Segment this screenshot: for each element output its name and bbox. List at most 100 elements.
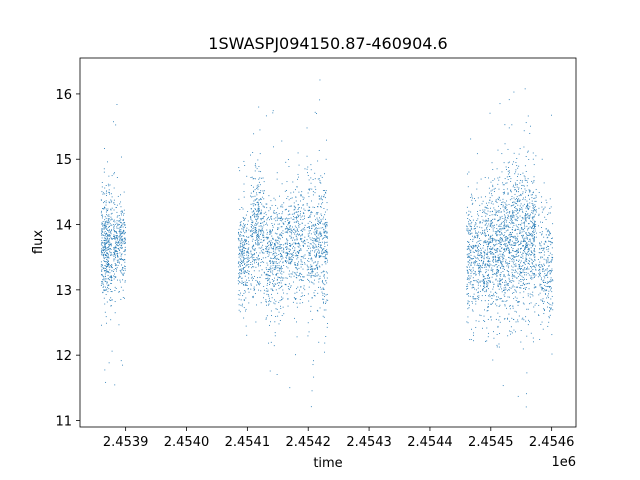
- data-point: [257, 201, 259, 203]
- data-point: [548, 234, 550, 236]
- data-point: [275, 266, 277, 268]
- data-point: [479, 255, 480, 257]
- data-point: [497, 285, 499, 287]
- data-point: [290, 230, 292, 231]
- data-point: [467, 293, 468, 295]
- data-point: [275, 205, 277, 206]
- data-point: [118, 224, 120, 226]
- data-point: [533, 164, 535, 166]
- data-point: [256, 230, 257, 232]
- data-point: [312, 282, 314, 284]
- data-point: [549, 304, 551, 306]
- data-point: [517, 227, 519, 229]
- data-point: [491, 162, 493, 164]
- data-point: [308, 226, 309, 228]
- data-point: [502, 253, 504, 255]
- data-point: [255, 222, 257, 224]
- data-point: [325, 218, 326, 220]
- data-point: [501, 261, 503, 263]
- data-point: [322, 280, 324, 282]
- data-point: [492, 261, 494, 263]
- data-point: [509, 239, 511, 241]
- data-point: [492, 259, 494, 261]
- data-point: [497, 299, 499, 301]
- data-point: [511, 191, 512, 193]
- data-point: [485, 278, 487, 280]
- data-point: [296, 228, 298, 230]
- data-point: [500, 255, 502, 257]
- data-point: [500, 275, 502, 277]
- data-point: [521, 188, 522, 190]
- data-point: [492, 269, 494, 271]
- data-point: [522, 211, 524, 213]
- data-point: [541, 289, 543, 291]
- data-point: [315, 256, 317, 258]
- data-point: [489, 280, 491, 282]
- data-point: [317, 268, 319, 270]
- data-point: [276, 258, 277, 260]
- data-point: [281, 232, 283, 234]
- data-point: [278, 238, 280, 240]
- data-point: [507, 244, 509, 246]
- data-point: [243, 271, 245, 273]
- data-point: [522, 279, 524, 281]
- data-point: [484, 321, 486, 322]
- data-point: [102, 193, 104, 195]
- data-point: [268, 297, 270, 299]
- data-point: [512, 255, 514, 257]
- data-point: [494, 249, 496, 251]
- data-point: [515, 242, 517, 244]
- data-point: [473, 258, 474, 259]
- data-point: [255, 243, 257, 245]
- data-point: [103, 202, 105, 204]
- data-point: [549, 233, 551, 235]
- data-point: [284, 252, 286, 254]
- data-point: [504, 240, 506, 242]
- data-point: [327, 237, 328, 239]
- data-point: [496, 268, 498, 270]
- data-point: [547, 276, 549, 278]
- data-point: [493, 190, 495, 192]
- data-point: [534, 221, 536, 223]
- data-point: [504, 236, 506, 238]
- data-point: [244, 284, 246, 286]
- data-point: [504, 234, 505, 236]
- data-point: [297, 178, 298, 180]
- data-point: [291, 260, 293, 262]
- data-point: [550, 260, 552, 262]
- data-point: [312, 268, 314, 270]
- data-point: [250, 208, 252, 210]
- data-point: [269, 282, 271, 284]
- data-point: [271, 244, 273, 246]
- data-point: [484, 291, 486, 293]
- data-point: [290, 192, 292, 194]
- data-point: [492, 302, 493, 304]
- data-point: [298, 267, 300, 269]
- data-point: [534, 225, 536, 226]
- data-point: [520, 287, 522, 289]
- data-point: [524, 248, 526, 250]
- data-point: [519, 265, 521, 267]
- data-point: [291, 230, 293, 232]
- data-point: [534, 276, 535, 278]
- data-point: [274, 243, 276, 244]
- data-point: [475, 244, 476, 246]
- data-point: [106, 190, 108, 192]
- data-point: [321, 241, 323, 243]
- data-point: [505, 239, 507, 241]
- data-point: [258, 192, 260, 193]
- data-point: [281, 285, 283, 287]
- data-point: [315, 225, 317, 226]
- data-point: [107, 271, 108, 273]
- data-point: [534, 227, 535, 229]
- data-point: [542, 298, 544, 300]
- data-point: [122, 220, 124, 221]
- data-point: [313, 376, 315, 378]
- data-point: [548, 248, 550, 250]
- data-point: [523, 239, 525, 241]
- data-point: [294, 255, 296, 257]
- data-point: [266, 233, 268, 235]
- data-point: [113, 278, 115, 280]
- data-point: [119, 279, 121, 281]
- data-point: [493, 331, 494, 333]
